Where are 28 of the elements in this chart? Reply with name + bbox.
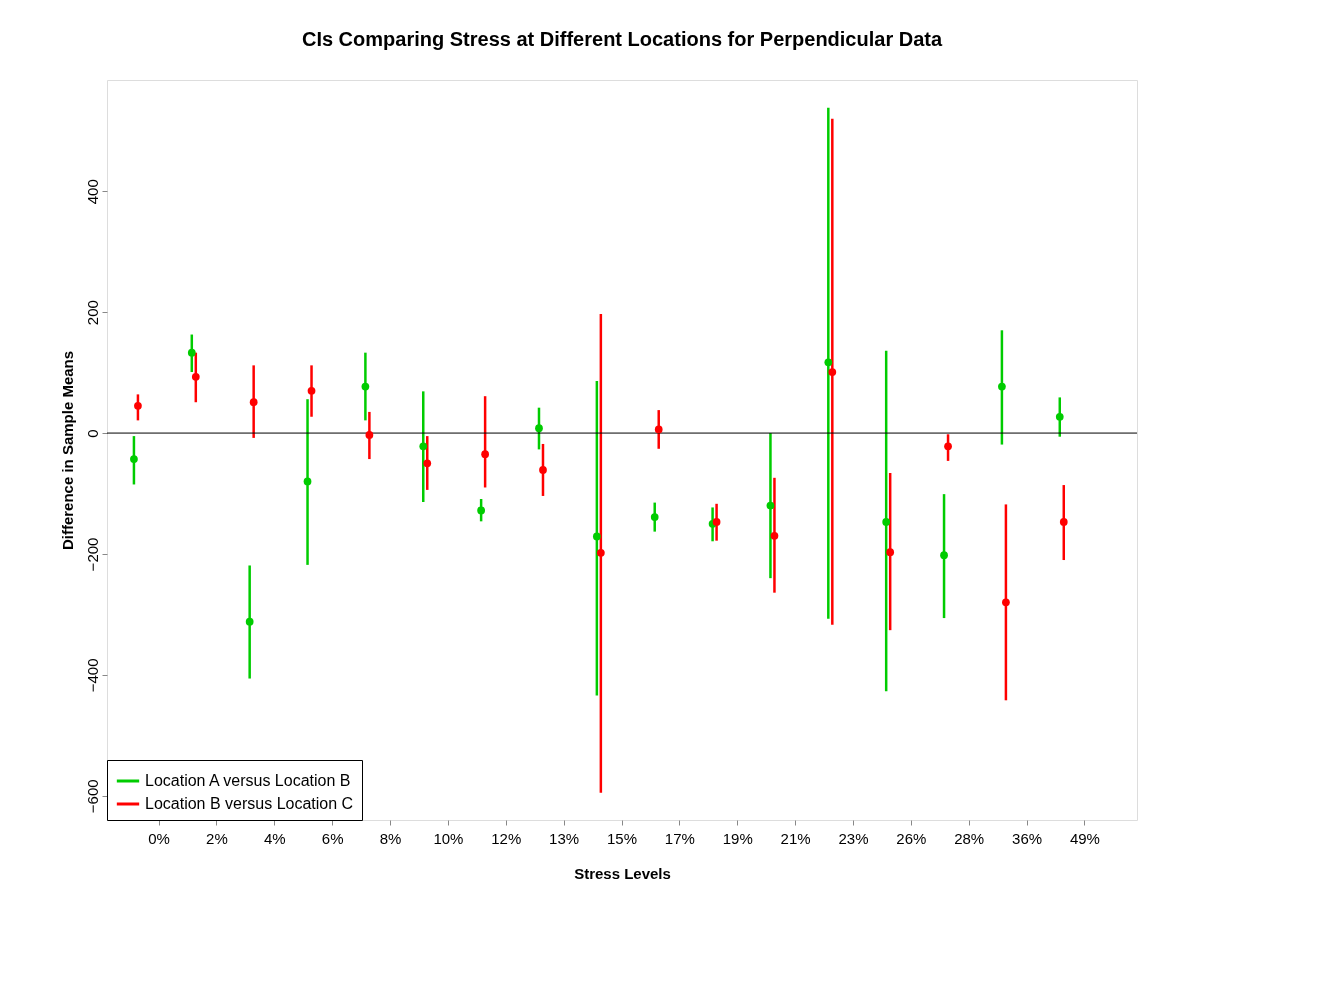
x-tick-label: 49%: [1069, 829, 1100, 847]
x-tick-label: 23%: [838, 829, 869, 847]
x-tick-label: 19%: [722, 829, 753, 847]
y-tick-label: 400: [83, 179, 101, 205]
x-tick-label: 0%: [148, 829, 170, 847]
x-tick-label: 17%: [664, 829, 695, 847]
y-tick-label: −600: [83, 779, 101, 814]
x-tick-label: 10%: [433, 829, 464, 847]
x-tick-label: 15%: [606, 829, 638, 847]
y-tick-label: 200: [83, 300, 101, 326]
x-tick-label: 36%: [1012, 829, 1043, 847]
y-tick-label: 0: [83, 429, 101, 438]
x-tick-label: 26%: [896, 829, 927, 847]
x-tick-label: 4%: [263, 829, 286, 847]
x-tick-label: 2%: [206, 829, 228, 847]
y-axis-title: Difference in Sample Means: [58, 350, 76, 551]
legend-label: Location B versus Location C: [145, 795, 354, 812]
x-tick-label: 21%: [780, 829, 811, 847]
x-tick-label: 6%: [321, 829, 344, 847]
x-tick-label: 13%: [549, 829, 580, 847]
y-tick-label: −200: [83, 537, 101, 572]
x-tick-label: 28%: [954, 829, 985, 847]
x-tick-label: 8%: [379, 829, 402, 847]
chart-title: CIs Comparing Stress at Different Locations for Perpendicular Data: [301, 28, 943, 50]
legend-label: Location A versus Location B: [145, 772, 351, 789]
y-tick-label: −400: [83, 658, 101, 693]
x-tick-label: 12%: [491, 829, 522, 847]
x-axis-title: Stress Levels: [574, 864, 671, 882]
